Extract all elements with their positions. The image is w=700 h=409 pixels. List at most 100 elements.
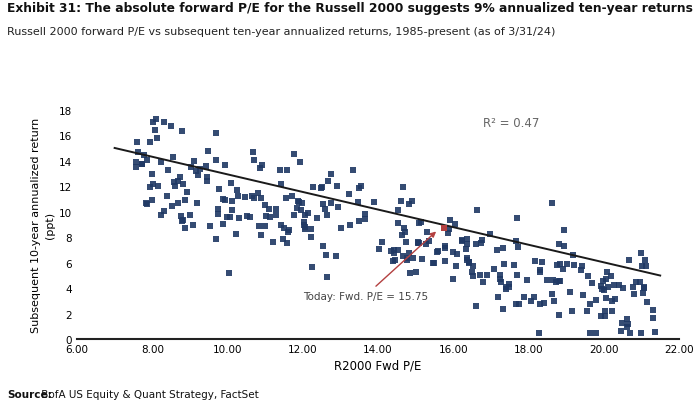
- Point: [321, 274, 332, 281]
- Point: [414, 240, 425, 247]
- Point: [566, 308, 578, 314]
- Point: [535, 267, 546, 273]
- Point: [398, 184, 409, 191]
- Point: [321, 212, 332, 219]
- Point: [407, 198, 418, 204]
- Point: [601, 295, 612, 301]
- Point: [221, 215, 232, 221]
- Point: [281, 196, 292, 202]
- Point: [377, 239, 388, 245]
- Point: [399, 225, 410, 232]
- Point: [578, 292, 589, 299]
- Point: [246, 193, 257, 200]
- Point: [630, 279, 641, 286]
- Point: [610, 297, 621, 303]
- Point: [495, 279, 506, 285]
- Point: [332, 204, 344, 211]
- Point: [559, 227, 570, 234]
- Point: [259, 202, 270, 209]
- Point: [492, 294, 503, 300]
- Point: [456, 238, 467, 245]
- Point: [306, 234, 317, 240]
- Point: [482, 272, 493, 278]
- Point: [461, 241, 472, 248]
- Point: [131, 159, 142, 166]
- Point: [402, 256, 413, 262]
- Point: [217, 222, 228, 228]
- Point: [474, 272, 485, 278]
- Text: R² = 0.47: R² = 0.47: [483, 117, 540, 130]
- Point: [576, 263, 587, 270]
- Point: [553, 278, 564, 284]
- Point: [554, 312, 565, 319]
- Point: [427, 260, 438, 266]
- Point: [210, 130, 221, 137]
- Point: [181, 189, 193, 196]
- Point: [253, 223, 264, 230]
- Point: [319, 206, 330, 213]
- Point: [498, 306, 509, 312]
- Point: [500, 283, 512, 290]
- Point: [202, 148, 214, 155]
- Point: [373, 246, 384, 253]
- Point: [401, 257, 412, 263]
- Point: [498, 261, 510, 267]
- Point: [395, 198, 407, 205]
- Point: [219, 197, 230, 203]
- Point: [148, 181, 159, 188]
- Point: [179, 225, 190, 231]
- Point: [470, 241, 481, 248]
- Point: [270, 212, 281, 218]
- Point: [169, 183, 181, 190]
- Point: [225, 180, 237, 187]
- Point: [226, 207, 237, 214]
- Point: [173, 179, 184, 185]
- Point: [624, 330, 636, 336]
- Point: [292, 198, 303, 204]
- Point: [247, 150, 258, 156]
- Point: [432, 249, 443, 256]
- Point: [152, 135, 163, 142]
- Point: [302, 210, 314, 217]
- Point: [640, 257, 651, 263]
- Point: [443, 230, 454, 237]
- Point: [461, 257, 472, 264]
- Point: [267, 239, 279, 245]
- Point: [470, 303, 482, 310]
- Point: [260, 213, 272, 219]
- Point: [596, 286, 608, 292]
- Point: [332, 183, 343, 190]
- Point: [599, 308, 610, 314]
- Point: [536, 259, 547, 266]
- Point: [281, 240, 293, 247]
- Point: [155, 212, 166, 219]
- Point: [449, 221, 460, 227]
- Point: [463, 261, 475, 267]
- Point: [132, 140, 143, 146]
- Point: [158, 208, 169, 215]
- Point: [623, 321, 634, 328]
- Point: [386, 249, 397, 255]
- Point: [316, 184, 328, 191]
- Point: [130, 164, 141, 171]
- Point: [141, 157, 153, 164]
- Point: [271, 206, 282, 213]
- Point: [177, 182, 188, 188]
- Point: [354, 185, 365, 192]
- Point: [403, 202, 414, 208]
- Point: [600, 313, 611, 319]
- Point: [512, 272, 523, 279]
- Point: [281, 167, 293, 174]
- Point: [204, 223, 216, 229]
- Point: [264, 206, 275, 212]
- Point: [528, 294, 540, 301]
- Point: [500, 286, 512, 293]
- Point: [551, 262, 562, 269]
- Point: [617, 320, 628, 327]
- Point: [414, 220, 425, 227]
- Point: [260, 224, 271, 230]
- Point: [279, 225, 290, 232]
- Point: [307, 184, 318, 191]
- Point: [602, 284, 613, 291]
- Point: [133, 149, 144, 156]
